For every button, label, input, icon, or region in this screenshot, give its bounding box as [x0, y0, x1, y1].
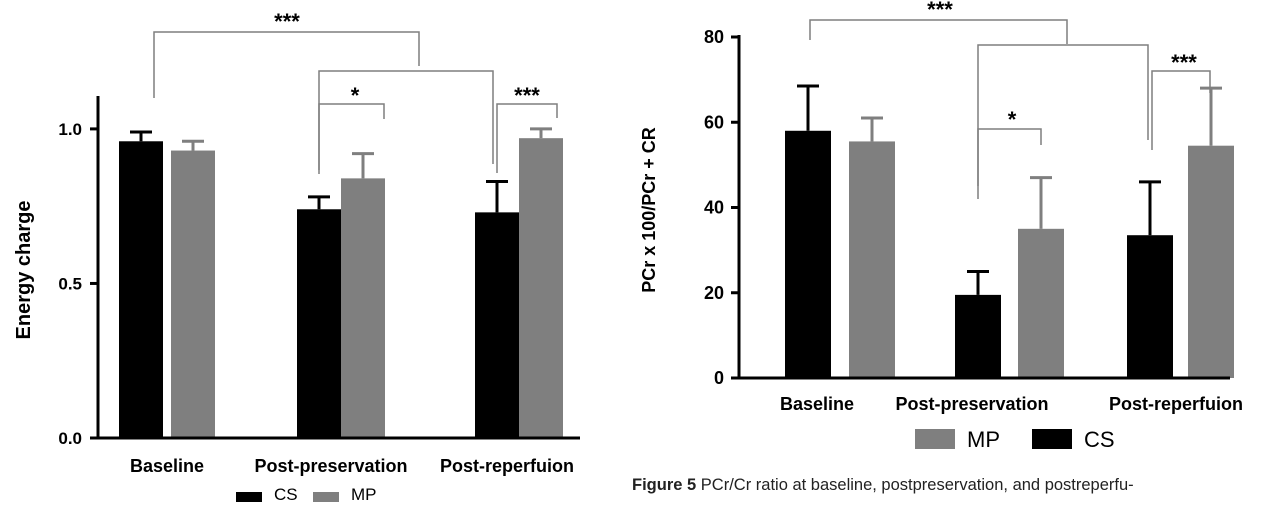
significance-bracket: [318, 70, 494, 170]
figure-caption: Figure 5 PCr/Cr ratio at baseline, postp…: [632, 476, 1264, 495]
significance-stars: *: [351, 83, 360, 108]
legend-label-mp: MP: [967, 427, 1000, 452]
legend-swatch-cs: [1032, 429, 1072, 449]
legend-label-mp: MP: [351, 485, 377, 504]
significance-stars: ***: [1171, 50, 1197, 75]
bar-mp-1: [849, 141, 895, 378]
y-tick-label: 80: [704, 27, 724, 47]
significance-bracket: [1151, 70, 1211, 150]
x-tick-label: Post-reperfuion: [440, 456, 574, 476]
bar-mp-3: [1188, 145, 1234, 378]
legend-swatch-mp: [915, 429, 955, 449]
x-tick-label: Post-reperfuion: [1109, 394, 1243, 414]
y-axis-label: Energy charge: [13, 201, 35, 340]
x-tick-label: Baseline: [780, 394, 854, 414]
x-tick-label: Post-preservation: [895, 394, 1048, 414]
y-tick-label: 20: [704, 283, 724, 303]
y-tick-label: 60: [704, 112, 724, 132]
bar-cs-1: [785, 130, 831, 378]
x-tick-label: Baseline: [130, 456, 204, 476]
legend-swatch-mp: [313, 492, 339, 502]
bar-cs-2: [955, 294, 1001, 378]
bar-cs-1: [119, 141, 163, 439]
y-tick-label: 0.0: [58, 429, 82, 448]
significance-bracket: [809, 19, 1068, 44]
bar-cs-2: [297, 209, 341, 438]
significance-bracket: [153, 31, 420, 98]
chart-2: 0 20 40 60 80 PCr x 100/PCr + CR Baseline Post-…: [639, 0, 1243, 452]
y-tick-label: 0: [714, 368, 724, 388]
bar-cs-3: [1127, 235, 1173, 378]
legend-label-cs: CS: [274, 485, 298, 504]
bar-mp-2: [1018, 228, 1064, 378]
significance-stars: ***: [274, 9, 300, 34]
figure-caption-text: PCr/Cr ratio at baseline, postpreservati…: [696, 476, 1134, 494]
legend-label-cs: CS: [1084, 427, 1115, 452]
y-axis-label: PCr x 100/PCr + CR: [639, 127, 659, 293]
significance-stars: ***: [927, 0, 953, 22]
chart-1: 0.0 0.5 1.0 Energy charge Baseline Post-prese…: [13, 9, 580, 504]
significance-bracket: [496, 103, 558, 173]
significance-bracket: [977, 128, 1042, 199]
significance-stars: ***: [514, 83, 540, 108]
bar-mp-2: [341, 178, 385, 438]
x-tick-label: Post-preservation: [254, 456, 407, 476]
bar-mp-3: [519, 138, 563, 438]
significance-bracket: [977, 44, 1149, 186]
y-tick-label: 1.0: [58, 120, 82, 139]
figure-caption-label: Figure 5: [632, 476, 697, 494]
significance-stars: *: [1008, 107, 1017, 132]
bar-cs-3: [475, 212, 519, 438]
legend-swatch-cs: [236, 492, 262, 502]
y-tick-label: 0.5: [58, 274, 82, 293]
bar-mp-1: [171, 150, 215, 438]
y-tick-label: 40: [704, 198, 724, 218]
significance-bracket: [318, 103, 385, 174]
